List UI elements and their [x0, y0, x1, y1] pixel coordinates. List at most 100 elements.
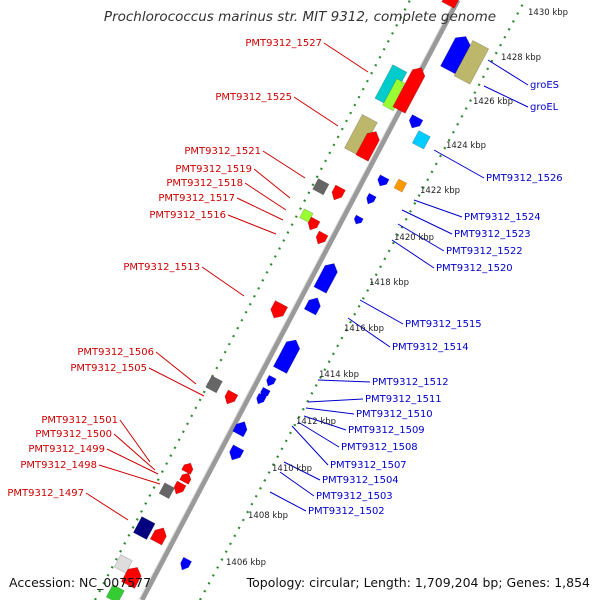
gene-pmt1507-shape [227, 445, 244, 463]
gene-pmt1521 [313, 179, 329, 195]
gene-pmt1524-shape [376, 175, 390, 189]
leader-line [294, 97, 338, 126]
forward-gene-label: PMT9312_1503 [316, 491, 393, 502]
kbp-label: 1420 kbp [394, 233, 434, 243]
forward-gene-label: PMT9312_1502 [308, 506, 385, 517]
forward-gene-label: PMT9312_1520 [436, 263, 513, 274]
leader-line [149, 368, 204, 396]
forward-gene-label: PMT9312_1526 [486, 173, 563, 184]
leader-line [292, 426, 328, 465]
gene-pmt1507 [227, 445, 244, 463]
forward-gene-label: PMT9312_1504 [322, 475, 399, 486]
forward-gene-label: PMT9312_1514 [392, 342, 469, 353]
forward-gene-label: groES [530, 80, 559, 91]
topology-summary: Topology: circular; Length: 1,709,204 bp… [247, 575, 590, 590]
forward-gene-label: PMT9312_1507 [330, 460, 407, 471]
leader-line [156, 352, 196, 384]
kbp-label: 1416 kbp [344, 324, 384, 334]
reverse-gene-label: PMT9312_1506 [77, 347, 154, 358]
genome-map: 1430 kbp1428 kbp1426 kbp1424 kbp1422 kbp… [0, 0, 600, 600]
leader-line [114, 434, 155, 470]
kbp-label: 1406 kbp [226, 558, 266, 568]
forward-gene-label: PMT9312_1515 [405, 319, 482, 330]
reverse-gene-label: PMT9312_1521 [184, 146, 261, 157]
gene-pmt1523 [394, 179, 407, 192]
gene-pmt1522 [364, 193, 376, 206]
gene-pmt1502 [178, 557, 192, 572]
leader-line [318, 380, 370, 382]
gene-pmt1505-shape [222, 390, 238, 407]
gene-pmt1513 [268, 301, 288, 322]
leader-line [237, 198, 283, 220]
gene-pmt1501 [182, 461, 196, 475]
reverse-gene-label: PMT9312_1527 [245, 38, 322, 49]
gene-pmt1513-shape [268, 301, 288, 322]
gene-pmt1506 [206, 376, 223, 393]
forward-gene-label: PMT9312_1509 [348, 425, 425, 436]
gene-pmt1501-shape [182, 461, 196, 475]
gene-pmt1516 [314, 231, 328, 246]
leader-line [228, 215, 276, 234]
reverse-gene-label: PMT9312_1517 [158, 193, 235, 204]
forward-gene-label: PMT9312_1512 [372, 377, 449, 388]
leader-line [263, 151, 305, 178]
gene-pmt1523-shape [394, 179, 407, 192]
leader-line [245, 183, 286, 210]
gene-pmt1505 [222, 390, 238, 407]
genome-title: Prochlorococcus marinus str. MIT 9312, c… [0, 9, 600, 25]
leader-line [434, 150, 484, 178]
forward-gene-label: PMT9312_1522 [446, 246, 523, 257]
leader-line [414, 200, 462, 217]
reverse-gene-label: PMT9312_1501 [41, 415, 118, 426]
leader-line [488, 60, 528, 85]
forward-gene-label: groEL [530, 102, 559, 113]
leader-line [202, 267, 244, 296]
reverse-gene-label: PMT9312_1513 [123, 262, 200, 273]
kbp-label: 1426 kbp [473, 97, 513, 107]
leader-line [120, 420, 150, 462]
gene-pmt1514 [304, 295, 323, 315]
kbp-label: 1410 kbp [272, 464, 312, 474]
gene-pmt1524 [376, 175, 390, 189]
kbp-label: 1424 kbp [446, 141, 486, 151]
gene-pmt1514-shape [304, 295, 323, 315]
gene-pmt1506-shape [206, 376, 223, 393]
leader-line [254, 169, 290, 198]
gene-pmt1520 [352, 215, 363, 226]
leader-line [308, 399, 363, 402]
gene-pmt1498 [159, 483, 174, 499]
gene-pmt1511-shape [264, 375, 276, 388]
gene-pmt1522-shape [364, 193, 376, 206]
leader-line [280, 472, 314, 496]
leader-line [270, 492, 306, 511]
gene-pmt1521-shape [313, 179, 329, 195]
reverse-gene-label: PMT9312_1505 [70, 363, 147, 374]
gene-top-red [442, 0, 464, 8]
gene-pmt1526-shape [407, 115, 423, 131]
forward-gene-label: PMT9312_1511 [365, 394, 442, 405]
kbp-label: 1408 kbp [248, 511, 288, 521]
gene-pmt1526-cyan [412, 131, 430, 149]
kbp-label: 1412 kbp [296, 417, 336, 427]
gene-pmt1498-shape [159, 483, 174, 499]
reverse-gene-label: PMT9312_1519 [175, 164, 252, 175]
gene-pmt1511 [264, 375, 276, 388]
kbp-label: 1418 kbp [369, 278, 409, 288]
gene-pmt1519 [329, 185, 345, 203]
reverse-gene-label: PMT9312_1500 [35, 429, 112, 440]
gene-pmt1516-shape [314, 231, 328, 246]
gene-pmt1526 [407, 115, 423, 131]
leader-line [392, 240, 434, 268]
accession-text: Accession: NC_007577 [9, 575, 151, 590]
gene-pmt1526-cyan-shape [412, 131, 430, 149]
reverse-gene-label: PMT9312_1498 [20, 460, 97, 471]
forward-gene-label: PMT9312_1510 [356, 409, 433, 420]
leader-line [324, 43, 368, 72]
leader-line [360, 300, 403, 324]
reverse-gene-label: PMT9312_1518 [166, 178, 243, 189]
kbp-label: 1428 kbp [501, 53, 541, 63]
leader-line [306, 408, 354, 414]
kbp-label: 1422 kbp [420, 186, 460, 196]
reverse-gene-label: PMT9312_1497 [7, 488, 84, 499]
gene-pmt1520-shape [352, 215, 363, 226]
